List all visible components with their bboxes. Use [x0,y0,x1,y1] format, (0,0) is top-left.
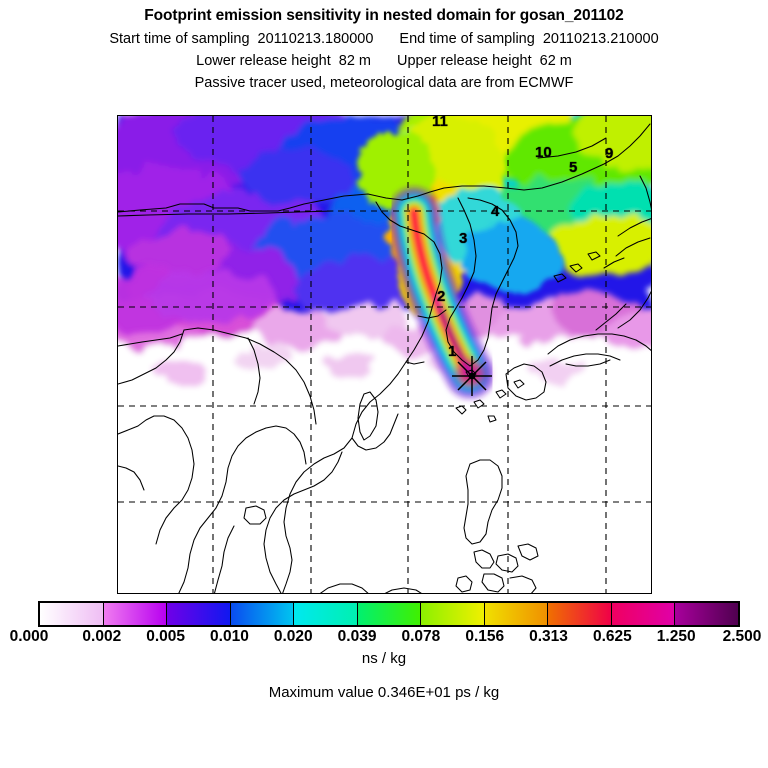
map-plot-area: 1 2 3 4 5 9 10 11 [117,115,652,594]
colorbar-tick-1: 0.002 [82,628,122,645]
coastline-overlay [118,116,651,593]
colorbar-segment-9 [611,603,676,625]
release-point-marker [118,116,651,593]
lower-release-label: Lower release height [196,53,331,69]
start-time-value: 20110213.180000 [257,31,374,47]
hour-label-11: 11 [432,115,448,130]
end-time-value: 20110213.210000 [542,31,659,47]
colorbar-tick-labels: 0.000 0.002 0.005 0.010 0.020 0.039 0.078 0.156… [0,628,768,648]
page-title: Footprint emission sensitivity in nested… [144,7,624,24]
colorbar-segment-2 [167,603,231,625]
upper-release-value: 62 m [539,53,572,69]
colorbar-tick-5: 0.039 [337,628,377,645]
colorbar-tick-2: 0.005 [146,628,186,645]
hour-label-5: 5 [569,159,578,176]
release-height-row: Lower release height 82 m Upper release he… [0,53,768,69]
colorbar-segment-5 [357,603,422,625]
colorbar-strip [38,601,740,627]
colorbar-segment-4 [294,603,358,625]
tracer-note: Passive tracer used, meteorological data… [194,75,574,91]
star-marker-center [468,372,476,380]
colorbar-tick-3: 0.010 [210,628,249,645]
upper-release-label: Upper release height [397,53,532,69]
hour-label-4: 4 [491,203,500,220]
colorbar [38,601,740,627]
colorbar-segment-6 [421,603,485,625]
colorbar-tick-10: 1.250 [656,628,696,645]
hour-label-2: 2 [437,288,446,305]
colorbar-segment-3 [230,603,295,625]
end-time-label: End time of sampling [399,31,535,47]
colorbar-tick-8: 0.313 [529,628,568,645]
colorbar-tick-7: 0.156 [465,628,505,645]
colorbar-segment-0 [40,603,104,625]
colorbar-units-label: ns / kg [361,650,407,667]
colorbar-tick-6: 0.078 [401,628,441,645]
hour-label-9: 9 [605,145,614,162]
hour-label-1: 1 [448,343,457,360]
colorbar-segment-1 [103,603,168,625]
header-block: Footprint emission sensitivity in nested… [0,0,768,91]
hour-label-3: 3 [459,230,468,247]
colorbar-segment-8 [548,603,612,625]
maximum-value-label: Maximum value 0.346E+01 ps / kg [268,684,500,701]
lower-release-value: 82 m [338,53,371,69]
footprint-field [118,116,651,593]
lat-lon-gridlines [118,116,651,593]
colorbar-tick-4: 0.020 [273,628,313,645]
colorbar-tick-11: 2.500 [722,628,762,645]
colorbar-segment-7 [484,603,549,625]
hour-label-10: 10 [535,144,552,161]
colorbar-tick-9: 0.625 [592,628,632,645]
sampling-time-row: Start time of sampling 20110213.180000 End… [0,31,768,47]
start-time-label: Start time of sampling [109,31,250,47]
colorbar-segment-10 [675,603,739,625]
colorbar-tick-0: 0.000 [9,628,49,645]
